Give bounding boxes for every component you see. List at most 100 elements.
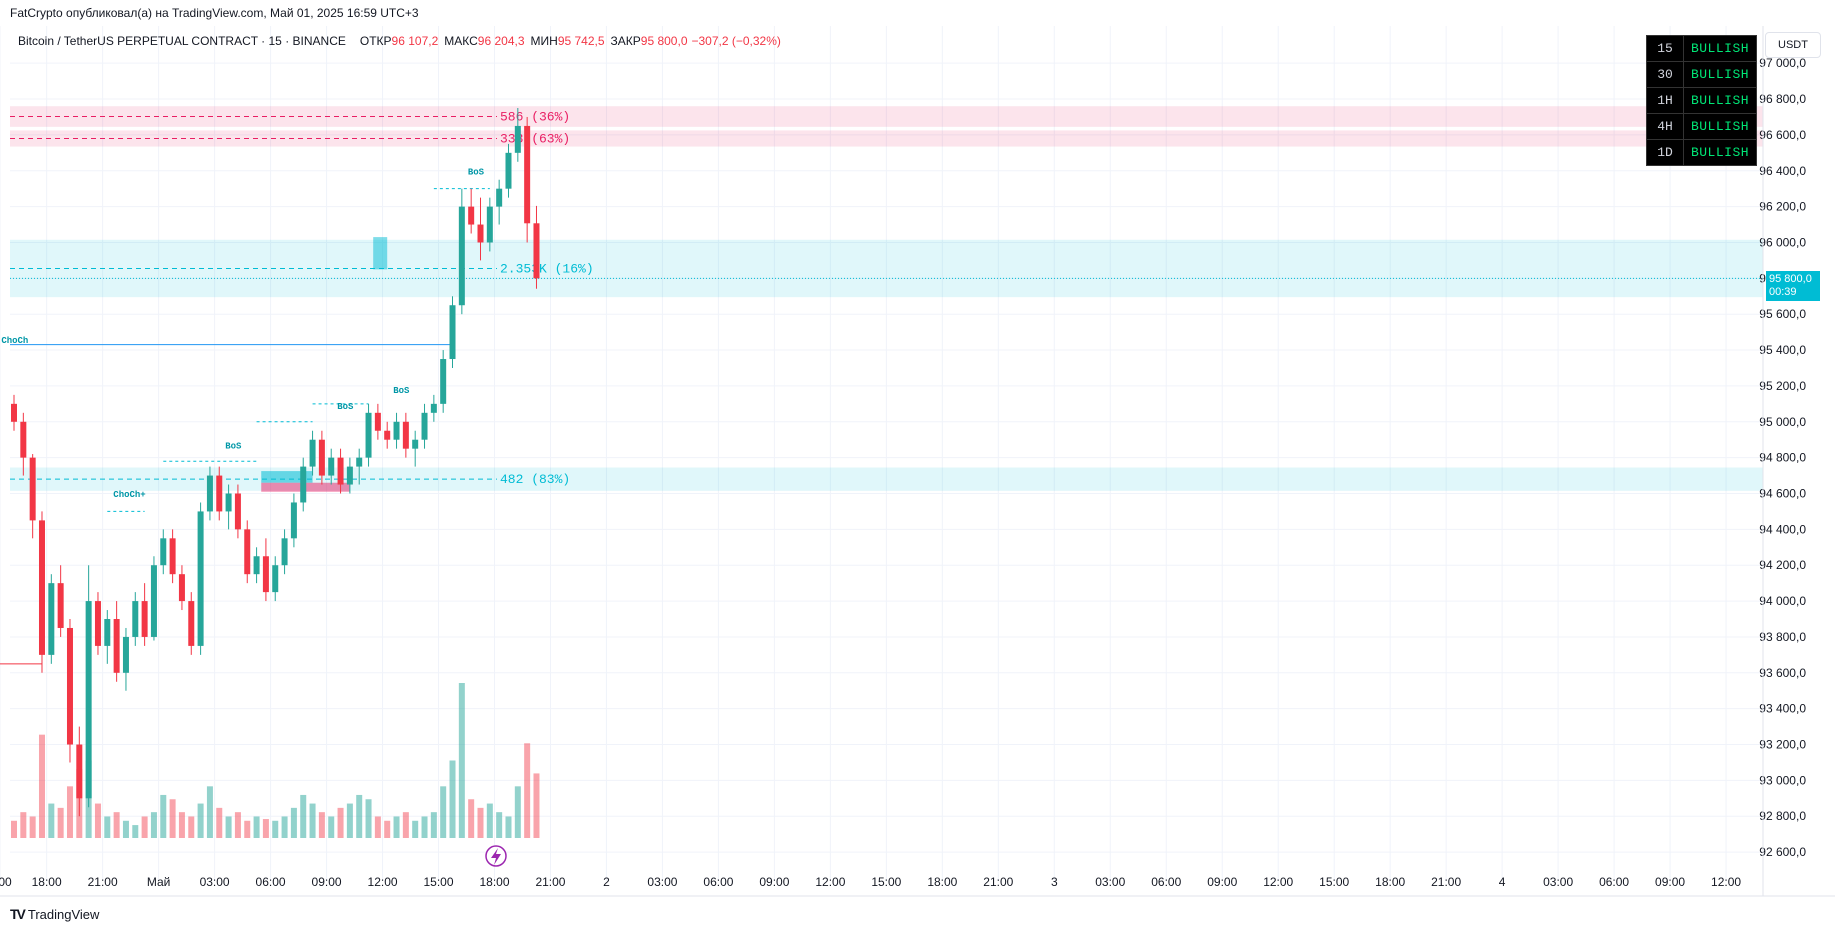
brand-name: TradingView bbox=[27, 906, 100, 922]
structure-label: BoS bbox=[337, 402, 354, 412]
open-value: 96 107,2 bbox=[391, 34, 439, 48]
price-tick-label: 96 000,0 bbox=[1759, 235, 1806, 249]
candle-body bbox=[318, 439, 325, 476]
price-tick-label: 94 000,0 bbox=[1759, 594, 1806, 608]
time-tick-label: 4 bbox=[1499, 875, 1506, 889]
table-row: 1H BULLISH bbox=[1646, 87, 1757, 114]
market-structure-lines: ChoCh BoS ChoCh+ BoS BoS BoS bbox=[0, 167, 490, 665]
tf-cell: 1H bbox=[1646, 87, 1684, 114]
candle-body bbox=[225, 493, 232, 512]
volume-bar bbox=[477, 807, 484, 838]
volume-bar bbox=[281, 816, 288, 838]
price-chart[interactable]: 586 (36%)333 (63%)2.353K (16%)482 (83%) … bbox=[0, 26, 1835, 906]
volume-bar bbox=[169, 799, 176, 838]
time-tick-label: 09:00 bbox=[1655, 875, 1685, 889]
volume-bar bbox=[440, 786, 447, 838]
structure-label: ChoCh bbox=[1, 336, 28, 346]
footer-brand[interactable]: TV TradingView bbox=[10, 906, 99, 922]
candle-body bbox=[29, 457, 36, 521]
price-tick-label: 96 400,0 bbox=[1759, 164, 1806, 178]
symbol-name[interactable]: Bitcoin / TetherUS PERPETUAL CONTRACT · … bbox=[18, 34, 346, 48]
trend-cell: BULLISH bbox=[1683, 139, 1757, 166]
time-axis[interactable]: 5:00 18:00 21:00 Май 03:00 06:00 09:00 12:00 15:… bbox=[0, 875, 1835, 897]
candle-body bbox=[496, 188, 503, 207]
candle-body bbox=[412, 439, 419, 449]
volume-bar bbox=[253, 816, 260, 838]
volume-bar bbox=[533, 773, 540, 838]
volume-bar bbox=[402, 812, 409, 838]
candle-body bbox=[486, 206, 493, 243]
open-label: ОТКР bbox=[359, 34, 392, 48]
volume-bar bbox=[38, 734, 45, 838]
currency-button[interactable]: USDT bbox=[1765, 32, 1821, 58]
volume-bar bbox=[216, 807, 223, 838]
low-label: МИН bbox=[530, 34, 558, 48]
candle-body bbox=[188, 601, 195, 646]
volume-bar bbox=[505, 816, 512, 838]
alert-icon[interactable] bbox=[485, 845, 507, 867]
time-tick-label: 21:00 bbox=[983, 875, 1013, 889]
candle-body bbox=[253, 556, 260, 575]
time-tick-label: 09:00 bbox=[312, 875, 342, 889]
price-tick-label: 94 600,0 bbox=[1759, 486, 1806, 500]
candle-body bbox=[272, 565, 279, 593]
time-tick-label: 03:00 bbox=[200, 875, 230, 889]
order-block-zones: 586 (36%) 333 (63%) 2.353K (16%) 482 (83%) bbox=[10, 106, 1763, 492]
time-tick-label: 09:00 bbox=[1207, 875, 1237, 889]
candle-body bbox=[477, 224, 484, 243]
candle-body bbox=[216, 475, 223, 512]
trend-cell: BULLISH bbox=[1683, 61, 1757, 88]
candle-body bbox=[421, 412, 428, 440]
volume-bar bbox=[393, 816, 400, 838]
table-row: 15 BULLISH bbox=[1646, 35, 1757, 62]
price-tick-label: 94 400,0 bbox=[1759, 522, 1806, 536]
candle-body bbox=[384, 430, 391, 440]
candle-body bbox=[514, 125, 521, 153]
volume-bar bbox=[57, 807, 64, 838]
volume-bar bbox=[421, 816, 428, 838]
candle-body bbox=[122, 636, 129, 673]
time-tick-label: 5:00 bbox=[0, 875, 12, 889]
candle-body bbox=[533, 223, 540, 279]
symbol-legend: Bitcoin / TetherUS PERPETUAL CONTRACT · … bbox=[18, 34, 781, 48]
time-tick-label: 03:00 bbox=[1095, 875, 1125, 889]
time-tick-label: 18:00 bbox=[1375, 875, 1405, 889]
time-tick-label: 15:00 bbox=[871, 875, 901, 889]
time-tick-label: 06:00 bbox=[703, 875, 733, 889]
volume-bar bbox=[262, 819, 269, 838]
candle-body bbox=[11, 403, 17, 422]
zone-box bbox=[10, 130, 1763, 147]
time-tick-label: 3 bbox=[1051, 875, 1058, 889]
time-tick-label: 15:00 bbox=[1319, 875, 1349, 889]
volume-bar bbox=[178, 812, 185, 838]
structure-label: ChoCh+ bbox=[113, 490, 145, 500]
candle-body bbox=[468, 206, 475, 225]
candle-body bbox=[328, 457, 335, 476]
timeframe-trend-table: 15 BULLISH 30 BULLISH 1H BULLISH 4H BULLISH … bbox=[1646, 35, 1757, 166]
volume-bar bbox=[29, 816, 36, 838]
time-tick-label: 03:00 bbox=[647, 875, 677, 889]
time-tick-label: Май bbox=[147, 875, 171, 889]
candle-body bbox=[197, 511, 204, 646]
volume-bar bbox=[141, 816, 148, 838]
zone-box bbox=[10, 106, 1763, 127]
candle-body bbox=[20, 421, 27, 458]
low-value: 95 742,5 bbox=[557, 34, 605, 48]
candle-body bbox=[160, 538, 167, 566]
volume-bar bbox=[225, 816, 232, 838]
volume-bar bbox=[160, 794, 167, 838]
candle-body bbox=[290, 502, 297, 539]
candle-body bbox=[57, 583, 64, 628]
price-axis[interactable]: 97 000,0 96 800,0 96 600,0 96 400,0 96 200,0… bbox=[1759, 26, 1806, 896]
candle-body bbox=[458, 206, 465, 306]
price-tick-label: 93 600,0 bbox=[1759, 666, 1806, 680]
volume-bar bbox=[272, 820, 279, 838]
change-value: −307,2 (−0,32%) bbox=[691, 34, 781, 48]
candle-body bbox=[337, 457, 344, 485]
volume-bar bbox=[458, 683, 465, 838]
volume-bar bbox=[524, 743, 531, 838]
time-tick-label: 2 bbox=[603, 875, 610, 889]
candle-body bbox=[430, 403, 437, 413]
candle-body bbox=[281, 538, 288, 566]
structure-label: BoS bbox=[468, 167, 485, 177]
